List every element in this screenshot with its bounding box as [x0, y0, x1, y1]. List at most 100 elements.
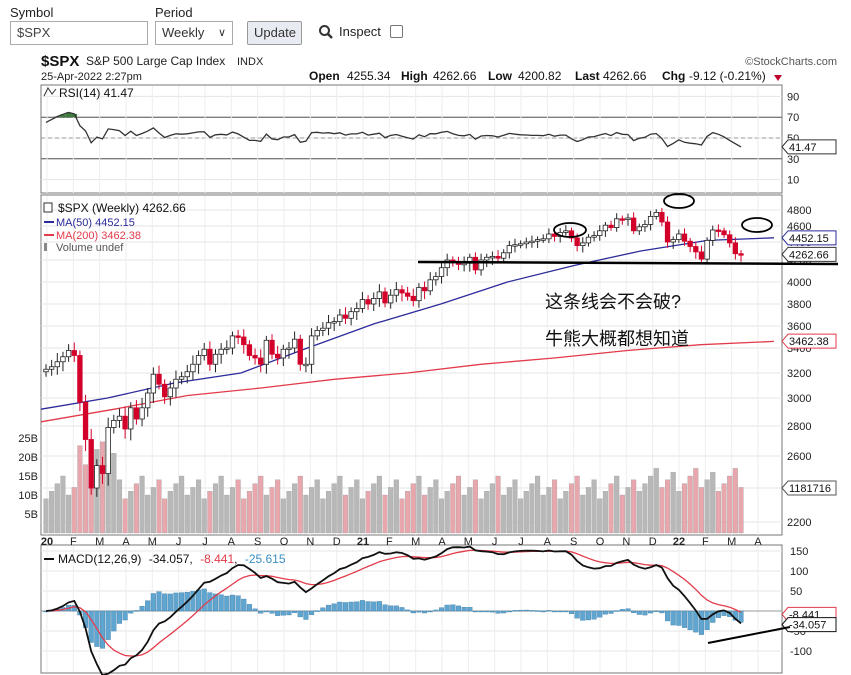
volume-bar	[455, 475, 462, 534]
volume-bar	[625, 487, 631, 534]
candle-body	[461, 262, 467, 266]
price-tick-label: 3200	[787, 368, 811, 380]
volume-value-tag: 1181716	[781, 480, 837, 496]
x-axis-label: M	[727, 536, 736, 548]
chart-date: 25-Apr-2022 2:27pm	[41, 71, 142, 83]
volume-bar	[552, 479, 558, 534]
macd-histogram-bar	[122, 610, 128, 621]
volume-bar	[659, 487, 665, 534]
volume-bar	[314, 479, 320, 534]
volume-bar	[348, 487, 354, 534]
price-legend-main: $SPX (Weekly) 4262.66	[58, 201, 186, 215]
macd-histogram-bar	[190, 591, 196, 612]
period-select-value: Weekly	[162, 25, 205, 40]
macd-histogram-bar	[512, 610, 518, 612]
x-axis-label: A	[544, 536, 552, 548]
price-tick-label: 2200	[787, 517, 811, 529]
volume-bar	[506, 487, 512, 534]
candle-body	[190, 363, 196, 373]
inspect-checkbox[interactable]	[390, 25, 403, 38]
macd-histogram-bar	[642, 610, 648, 616]
rsi-overbought-fill	[71, 113, 78, 118]
volume-bar	[371, 483, 377, 534]
macd-histogram-bar	[303, 610, 309, 620]
symbol-input[interactable]: $SPX	[10, 21, 148, 45]
volume-bar	[715, 491, 721, 534]
candle-body	[314, 329, 320, 337]
x-axis-label: 21	[357, 536, 369, 548]
volume-bar	[416, 475, 422, 534]
update-button[interactable]: Update	[247, 21, 302, 45]
candle-body	[642, 223, 648, 228]
annotation-line-2: 牛熊大概都想知道	[545, 329, 689, 349]
candle-body	[704, 239, 710, 260]
macd-histogram-bar	[676, 610, 682, 626]
volume-tick-label: 5B	[25, 509, 38, 521]
top-marker-3	[741, 217, 773, 233]
macd-histogram-bar	[156, 591, 162, 612]
chart-ticker: $SPX	[41, 53, 79, 70]
macd-histogram-bar	[557, 610, 563, 613]
volume-bar	[608, 483, 614, 534]
volume-value-tag-text: 1181716	[789, 483, 831, 495]
x-axis-label: J	[492, 536, 498, 548]
macd-histogram-bar	[444, 604, 450, 612]
rsi-legend: RSI(14) 41.47	[43, 86, 134, 100]
volume-bar	[325, 491, 332, 534]
macd-histogram-bar	[631, 610, 637, 613]
volume-bar	[190, 487, 196, 534]
macd-histogram-bar	[105, 610, 111, 640]
volume-bar	[450, 483, 456, 534]
macd-histogram-bar	[455, 605, 462, 612]
chevron-down-icon: ∨	[217, 27, 226, 39]
candle-body	[218, 348, 224, 355]
volume-tick-label: 10B	[18, 490, 38, 502]
volume-bar	[212, 483, 219, 534]
x-axis-label: S	[254, 536, 261, 548]
price-legend: $SPX (Weekly) 4262.66 MA(50) 4452.15 MA(…	[43, 201, 186, 254]
price-tick-label: 3000	[787, 393, 811, 405]
search-icon	[318, 24, 334, 45]
volume-bar	[241, 498, 247, 534]
macd-histogram-bar	[173, 592, 179, 612]
candle-body	[416, 287, 422, 302]
top-marker-2	[663, 193, 695, 209]
macd-histogram-bar	[263, 610, 269, 613]
candle-body	[563, 230, 569, 233]
volume-bar	[642, 483, 648, 534]
volume-bar	[529, 483, 535, 534]
candle-body	[659, 211, 665, 223]
rsi-overbought-fill	[65, 112, 72, 118]
volume-bar	[489, 483, 495, 534]
macd-histogram-bar	[546, 610, 552, 612]
candle-body	[568, 230, 575, 239]
candle-body	[359, 299, 366, 309]
candle-body	[252, 355, 258, 359]
x-axis-label: F	[386, 536, 393, 548]
chart-exchange: INDX	[237, 56, 264, 68]
candle-body	[721, 230, 727, 236]
candle-body	[670, 239, 676, 243]
macd-histogram-bar	[201, 588, 207, 612]
candle-body	[145, 392, 151, 409]
macd-histogram-bar	[681, 610, 688, 628]
volume-bar	[83, 464, 89, 534]
macd-histogram-bar	[314, 610, 320, 612]
macd-tick-label: 50	[790, 586, 802, 598]
candle-body	[54, 361, 60, 368]
candle-body	[710, 229, 716, 241]
candle-body	[48, 366, 55, 370]
volume-tick-label: 25B	[18, 433, 38, 445]
x-axis-label: A	[754, 536, 762, 548]
macd-histogram-bar	[523, 609, 529, 612]
candle-body	[715, 229, 722, 232]
volume-bar	[704, 479, 710, 534]
candle-body	[438, 267, 445, 277]
candle-body	[404, 292, 411, 297]
volume-bar	[229, 487, 235, 534]
volume-bar	[574, 475, 580, 534]
period-select[interactable]: Weekly ∨	[155, 21, 233, 45]
candle-body	[495, 255, 501, 259]
volume-bar	[116, 479, 122, 534]
volume-bar	[111, 453, 117, 534]
